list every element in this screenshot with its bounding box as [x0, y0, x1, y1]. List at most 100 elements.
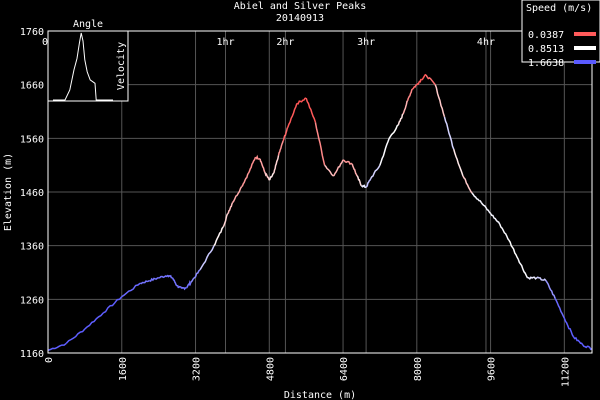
legend-swatch — [574, 46, 596, 50]
profile-segment — [149, 277, 159, 283]
x-tick-label: 11200 — [560, 357, 571, 387]
x-tick-label: 0 — [44, 357, 55, 363]
x-tick-label: 1600 — [118, 357, 129, 381]
time-tick-label: 2hr — [276, 37, 294, 48]
profile-segment — [259, 158, 266, 173]
profile-segment — [489, 213, 501, 225]
chart-title: Abiel and Silver Peaks — [234, 1, 366, 12]
profile-segment — [499, 223, 510, 241]
profile-segment — [425, 74, 436, 86]
x-tick-label: 6400 — [339, 357, 350, 381]
profile-segment — [379, 138, 390, 166]
legend-title: Speed (m/s) — [526, 3, 592, 14]
profile-segment — [582, 344, 593, 351]
profile-segment — [222, 213, 229, 228]
y-tick-label: 1460 — [20, 188, 44, 199]
profile-segment — [360, 184, 367, 189]
profile-segment — [434, 84, 446, 118]
legend-swatch — [574, 32, 596, 36]
profile-segment — [158, 274, 169, 279]
y-tick-label: 1560 — [20, 134, 44, 145]
legend-entry-label: 0.8513 — [528, 44, 564, 55]
profile-segment — [572, 336, 584, 346]
profile-segment — [167, 274, 173, 279]
profile-segment — [411, 83, 418, 90]
profile-segment — [388, 124, 399, 139]
profile-segment — [554, 297, 565, 319]
legend-swatch — [574, 60, 596, 64]
profile-segment — [84, 312, 104, 330]
angle-velocity-inset: Angle Velocity — [47, 19, 129, 102]
profile-segment — [227, 202, 234, 215]
y-tick-label: 1360 — [20, 242, 44, 253]
profile-segment — [65, 328, 86, 344]
profile-segment — [333, 159, 344, 177]
profile-segment — [190, 269, 201, 283]
profile-segment — [171, 277, 178, 287]
y-tick-label: 1760 — [20, 27, 44, 38]
grid — [47, 30, 592, 354]
profile-segment — [296, 97, 307, 105]
profile-segment — [351, 163, 358, 177]
legend-frame — [521, 0, 600, 63]
profile-segment — [264, 171, 270, 181]
inset-title: Angle — [73, 19, 103, 30]
chart-subtitle: 20140913 — [276, 13, 324, 24]
profile-segment — [254, 154, 261, 160]
y-tick-label: 1160 — [20, 349, 44, 360]
profile-segment — [314, 122, 326, 166]
profile-segment — [268, 172, 275, 181]
x-tick-label: 4800 — [265, 357, 276, 381]
elevation-profile-series — [47, 73, 593, 352]
time-tick-label: 4hr — [477, 37, 495, 48]
x-axis-ticks: 0 1600 3200 4800 6400 8000 9600 11200 — [44, 357, 571, 387]
time-tick-label: 1hr — [216, 37, 234, 48]
inset-curve — [53, 32, 113, 101]
legend-entry-label: 0.0387 — [528, 30, 564, 41]
profile-segment — [517, 258, 529, 279]
y-tick-label: 1260 — [20, 295, 44, 306]
y-axis-label: Elevation (m) — [3, 153, 14, 231]
profile-segment — [370, 164, 381, 180]
profile-segment — [47, 342, 67, 352]
profile-segment — [462, 175, 473, 194]
profile-segment — [324, 164, 335, 177]
inset-ylabel: Velocity — [116, 42, 127, 90]
legend: Speed (m/s) 0.0387 0.8513 1.6638 — [521, 0, 600, 69]
profile-segment — [176, 284, 183, 289]
profile-segment — [342, 159, 353, 165]
profile-segment — [356, 175, 362, 187]
profile-segment — [365, 178, 372, 188]
profile-segment — [443, 116, 455, 150]
profile-segment — [527, 276, 538, 281]
profile-segment — [416, 78, 422, 86]
profile-segment — [397, 113, 404, 126]
profile-segment — [231, 186, 243, 204]
profile-segment — [140, 279, 150, 285]
y-axis-ticks: 1160 1260 1360 1460 1560 1660 1760 — [20, 27, 44, 360]
profile-segment — [452, 148, 464, 177]
profile-segment — [545, 280, 556, 299]
legend-entries: 0.0387 0.8513 1.6638 — [528, 30, 596, 69]
time-tick-label: 3hr — [357, 37, 375, 48]
profile-segment — [241, 172, 250, 188]
x-tick-label: 3200 — [192, 357, 203, 381]
profile-segment — [508, 239, 519, 260]
profile-segment — [282, 127, 289, 142]
plot-frame — [47, 30, 593, 354]
profile-segment — [199, 245, 215, 271]
y-tick-label: 1660 — [20, 81, 44, 92]
profile-segment — [213, 226, 224, 247]
profile-segment — [421, 73, 427, 81]
profile-segment — [273, 155, 280, 174]
profile-segment — [186, 280, 192, 289]
inset-frame — [47, 30, 129, 102]
x-tick-label: 8000 — [413, 357, 424, 381]
profile-segment — [563, 317, 575, 338]
profile-segment — [286, 103, 298, 128]
legend-entry-label: 1.6638 — [528, 58, 564, 69]
profile-segment — [402, 100, 409, 115]
profile-segment — [102, 296, 123, 314]
profile-segment — [277, 140, 284, 156]
profile-segment — [471, 192, 483, 204]
